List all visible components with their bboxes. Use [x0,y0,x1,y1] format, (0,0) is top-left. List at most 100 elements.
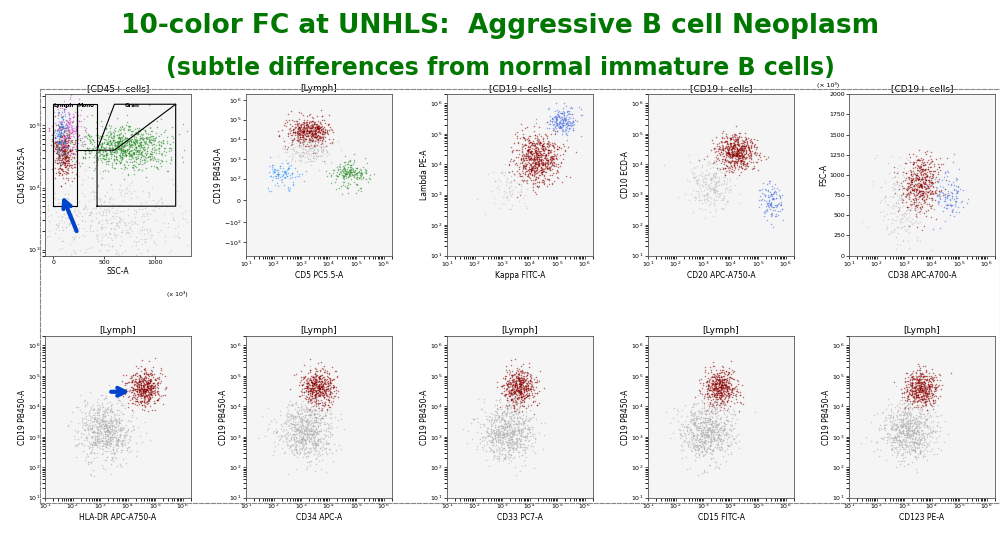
Point [689,413,705,422]
Point [127,385,143,394]
Point [520,384,536,392]
Point [343,162,359,171]
Point [731,149,747,158]
Point [320,439,336,448]
Point [57,148,73,157]
Point [699,468,715,476]
Point [511,428,527,437]
Point [95,409,111,418]
Point [519,204,535,213]
Point [138,398,154,406]
Point [544,180,560,188]
Point [513,418,529,427]
Point [900,183,916,192]
Point [898,190,914,199]
Point [82,209,98,217]
Point [723,448,739,456]
Point [133,390,149,399]
Point [55,123,71,132]
Point [74,440,90,448]
Point [882,429,898,438]
Point [909,181,925,190]
Point [703,382,719,391]
Point [936,203,952,211]
Point [703,386,719,395]
Point [506,393,522,402]
Point [306,388,322,397]
Point [908,429,924,438]
Point [491,426,507,435]
Point [267,442,283,450]
Point [61,116,77,124]
Point [136,385,152,394]
Point [139,135,155,144]
Point [706,381,722,390]
Point [901,438,917,447]
Point [912,448,928,457]
Point [59,165,75,173]
Point [923,180,939,189]
Point [717,164,733,172]
Point [89,435,105,444]
Point [146,237,162,245]
Point [308,141,324,150]
Point [906,438,922,447]
Point [709,434,725,442]
Point [721,385,737,393]
Point [89,442,105,451]
Point [95,441,111,449]
Point [723,161,739,170]
Point [914,429,930,438]
Point [542,147,558,155]
Point [104,419,120,427]
Point [282,410,298,419]
Point [149,373,165,382]
Point [883,226,899,235]
Point [83,432,99,441]
Point [508,379,524,388]
Point [68,145,84,153]
Point [550,110,566,118]
Point [720,390,736,399]
Point [507,438,523,447]
Point [89,226,105,235]
Point [291,139,307,147]
Point [102,131,118,139]
Point [902,419,918,428]
Point [483,415,499,424]
Point [544,117,560,125]
Point [919,181,935,189]
Point [51,151,67,159]
Point [947,200,963,208]
Point [720,394,736,402]
Point [86,422,102,430]
Point [535,142,551,151]
Point [278,417,294,426]
Point [296,405,312,413]
Point [127,391,143,399]
Point [307,417,323,426]
Point [114,186,130,194]
Point [128,142,144,151]
Point [693,423,709,432]
Point [102,442,118,450]
Point [119,158,135,166]
Point [716,388,732,397]
Point [926,204,942,213]
Point [709,408,725,416]
Point [903,426,919,434]
Point [495,455,511,464]
Point [36,232,52,241]
Point [534,151,550,159]
Point [538,158,554,167]
Point [112,217,128,226]
Point [60,166,76,175]
Point [885,203,901,212]
Point [916,378,932,386]
Point [515,154,531,162]
Point [57,139,73,147]
Point [306,386,322,394]
Point [713,180,729,188]
Point [139,383,155,392]
Point [77,426,93,434]
